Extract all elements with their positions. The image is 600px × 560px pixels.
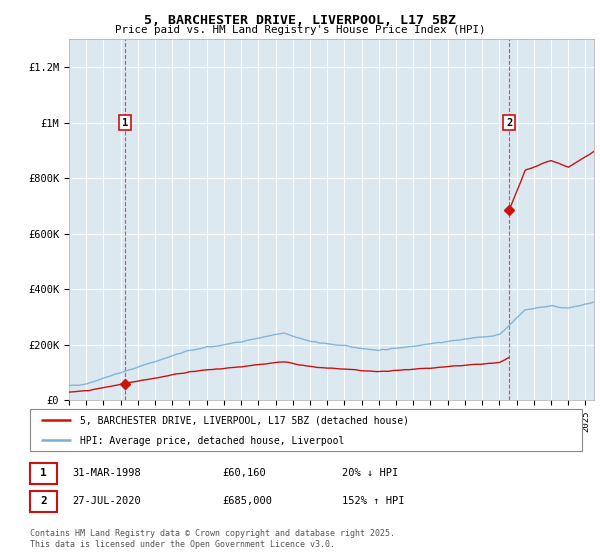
Text: £685,000: £685,000 (222, 496, 272, 506)
Text: 2: 2 (506, 118, 512, 128)
Text: 1: 1 (122, 118, 128, 128)
Text: 1: 1 (40, 468, 47, 478)
FancyBboxPatch shape (30, 409, 582, 451)
FancyBboxPatch shape (30, 463, 57, 484)
Text: HPI: Average price, detached house, Liverpool: HPI: Average price, detached house, Live… (80, 436, 344, 446)
Text: 20% ↓ HPI: 20% ↓ HPI (342, 468, 398, 478)
Text: 152% ↑ HPI: 152% ↑ HPI (342, 496, 404, 506)
Text: Price paid vs. HM Land Registry's House Price Index (HPI): Price paid vs. HM Land Registry's House … (115, 25, 485, 35)
Text: 5, BARCHESTER DRIVE, LIVERPOOL, L17 5BZ: 5, BARCHESTER DRIVE, LIVERPOOL, L17 5BZ (144, 14, 456, 27)
FancyBboxPatch shape (30, 491, 57, 512)
Text: Contains HM Land Registry data © Crown copyright and database right 2025.
This d: Contains HM Land Registry data © Crown c… (30, 529, 395, 549)
Text: 27-JUL-2020: 27-JUL-2020 (72, 496, 141, 506)
Text: 2: 2 (40, 496, 47, 506)
Text: £60,160: £60,160 (222, 468, 266, 478)
Text: 31-MAR-1998: 31-MAR-1998 (72, 468, 141, 478)
Text: 5, BARCHESTER DRIVE, LIVERPOOL, L17 5BZ (detached house): 5, BARCHESTER DRIVE, LIVERPOOL, L17 5BZ … (80, 416, 409, 426)
